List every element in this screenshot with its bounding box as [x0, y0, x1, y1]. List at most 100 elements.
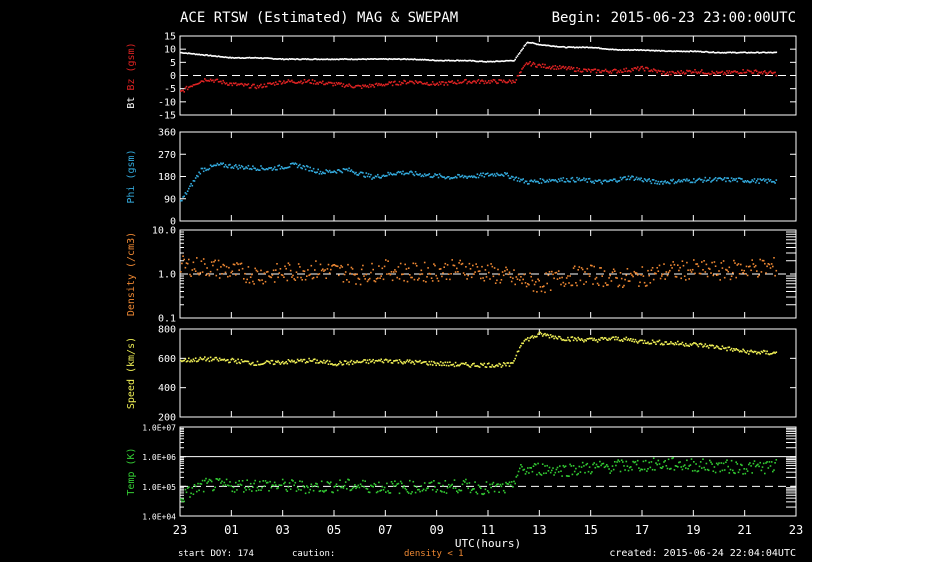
data-point: [317, 485, 319, 488]
data-point: [581, 268, 584, 271]
data-point: [612, 468, 615, 471]
data-point: [742, 69, 744, 71]
data-point: [654, 69, 656, 71]
data-point: [547, 334, 550, 337]
data-point: [757, 178, 759, 180]
data-point: [204, 263, 206, 265]
data-point: [598, 284, 600, 286]
data-point: [279, 168, 282, 170]
data-point: [546, 333, 548, 336]
data-point: [713, 261, 716, 263]
data-point: [644, 459, 647, 462]
data-point: [391, 362, 394, 364]
data-point: [262, 57, 264, 60]
data-point: [338, 82, 340, 84]
data-point: [682, 178, 685, 181]
data-point: [239, 83, 242, 85]
data-point: [307, 486, 309, 489]
data-point: [441, 175, 443, 178]
data-point: [694, 50, 696, 52]
data-point: [466, 482, 468, 485]
data-point: [232, 358, 235, 361]
data-point: [623, 337, 625, 340]
data-point: [584, 339, 586, 341]
data-point: [757, 351, 759, 354]
data-point: [688, 179, 690, 181]
data-point: [612, 268, 615, 271]
data-point: [418, 360, 420, 363]
data-point: [252, 165, 254, 167]
data-point: [271, 57, 274, 60]
data-point: [627, 48, 630, 51]
data-point: [486, 264, 489, 267]
data-point: [615, 336, 617, 338]
data-point: [508, 271, 511, 274]
data-point: [610, 280, 613, 282]
data-point: [750, 181, 752, 183]
data-point: [232, 486, 235, 489]
data-point: [418, 81, 420, 83]
data-point: [293, 163, 295, 165]
data-point: [758, 351, 760, 354]
data-point: [412, 81, 415, 84]
data-point: [640, 66, 642, 68]
data-point: [695, 71, 697, 73]
data-point: [333, 82, 335, 84]
data-point: [356, 174, 358, 176]
data-point: [749, 52, 751, 54]
data-point: [751, 472, 753, 474]
data-point: [773, 181, 775, 183]
data-point: [239, 483, 242, 486]
data-point: [661, 49, 663, 52]
data-point: [686, 344, 688, 347]
data-point: [563, 180, 566, 183]
data-point: [478, 486, 481, 488]
data-point: [403, 173, 405, 176]
data-point: [599, 179, 601, 181]
data-point: [687, 344, 689, 347]
data-point: [530, 467, 532, 469]
data-point: [760, 271, 763, 273]
data-point: [727, 72, 729, 74]
data-point: [215, 164, 218, 167]
data-point: [362, 264, 364, 267]
data-point: [512, 362, 514, 364]
data-point: [311, 58, 314, 61]
data-point: [652, 278, 655, 281]
data-point: [678, 461, 680, 464]
data-point: [659, 181, 662, 183]
data-point: [233, 263, 236, 266]
data-point: [230, 167, 232, 169]
data-point: [630, 70, 632, 73]
data-point: [590, 46, 592, 49]
data-point: [208, 478, 211, 481]
data-point: [541, 44, 544, 46]
data-point: [217, 164, 220, 166]
data-point: [193, 84, 196, 86]
data-point: [355, 85, 357, 87]
data-point: [490, 79, 492, 82]
data-point: [691, 470, 694, 472]
data-point: [222, 56, 224, 58]
data-point: [365, 273, 368, 276]
data-point: [632, 338, 634, 341]
data-point: [417, 173, 419, 176]
data-point: [359, 361, 362, 364]
data-point: [304, 81, 307, 83]
data-point: [694, 272, 696, 275]
data-point: [530, 65, 532, 67]
data-point: [737, 263, 740, 265]
data-point: [568, 180, 570, 183]
data-point: [249, 363, 252, 366]
data-point: [457, 364, 459, 366]
data-point: [217, 259, 220, 262]
data-point: [476, 365, 479, 367]
data-point: [257, 489, 260, 491]
data-point: [580, 267, 583, 269]
data-point: [611, 48, 614, 50]
data-point: [205, 477, 207, 480]
data-point: [734, 349, 736, 351]
data-point: [277, 360, 279, 362]
data-point: [367, 58, 370, 60]
data-point: [220, 266, 222, 268]
